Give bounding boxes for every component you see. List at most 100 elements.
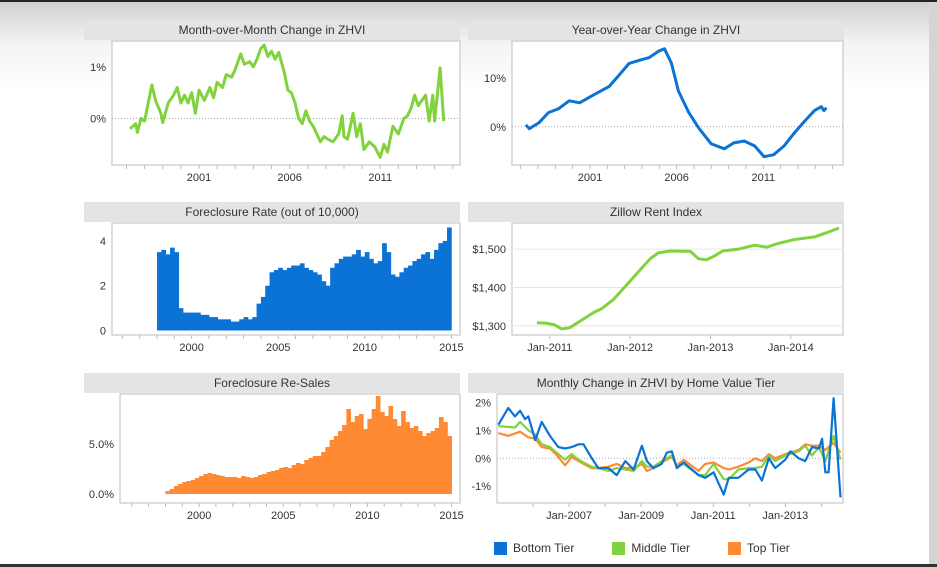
bar xyxy=(182,482,187,494)
bar xyxy=(178,484,183,494)
bar xyxy=(182,312,188,331)
y-tick-label: $1,400 xyxy=(472,282,506,294)
x-tick-label: 2015 xyxy=(439,342,463,354)
bar xyxy=(430,431,436,494)
x-tick-label: Jan-2013 xyxy=(688,342,734,354)
bar xyxy=(200,314,206,331)
y-tick-label: 5.0% xyxy=(89,439,114,451)
bar xyxy=(338,258,344,331)
bar xyxy=(413,426,419,494)
y-tick-label: 2 xyxy=(100,281,106,293)
bar xyxy=(351,254,357,331)
bar xyxy=(312,456,318,494)
x-tick-label: 2010 xyxy=(355,510,379,522)
bar xyxy=(247,319,253,331)
bar xyxy=(425,252,431,331)
bar xyxy=(359,414,364,494)
bar xyxy=(253,477,259,494)
bar xyxy=(208,317,214,331)
x-tick-label: 2006 xyxy=(277,172,301,184)
bar xyxy=(220,476,225,494)
bar xyxy=(409,428,415,494)
x-tick-label: Jan-2007 xyxy=(546,510,592,522)
bar xyxy=(204,314,210,331)
bar xyxy=(373,263,379,331)
bar xyxy=(213,317,219,331)
bar xyxy=(199,476,204,494)
bar xyxy=(279,468,284,494)
y-tick-label: 0 xyxy=(100,326,106,338)
bar xyxy=(412,261,418,331)
legend-item-top-tier[interactable]: Top Tier xyxy=(728,541,790,555)
x-tick-label: Jan-2014 xyxy=(768,342,814,354)
bar xyxy=(364,252,370,331)
chart-title-foreclosure-rate: Foreclosure Rate (out of 10,000) xyxy=(84,202,460,222)
x-tick-label: Jan-2011 xyxy=(691,510,736,522)
bar xyxy=(291,265,296,331)
bar xyxy=(434,249,439,331)
bar xyxy=(161,249,167,331)
x-tick-label: Jan-2011 xyxy=(527,342,572,354)
bar xyxy=(343,256,348,331)
bar xyxy=(295,265,301,331)
bar xyxy=(157,252,162,331)
y-tick-label: $1,500 xyxy=(472,244,506,256)
x-tick-label: 2000 xyxy=(179,342,203,354)
legend-swatch xyxy=(728,541,742,555)
bar xyxy=(443,422,448,494)
legend-label: Top Tier xyxy=(747,541,790,555)
chart-title-rent-index: Zillow Rent Index xyxy=(468,202,844,222)
legend-item-middle-tier[interactable]: Middle Tier xyxy=(612,541,690,555)
bar xyxy=(228,477,234,494)
y-tick-label: 4 xyxy=(100,236,106,248)
bar xyxy=(399,272,405,331)
window-bottom-border xyxy=(0,564,937,567)
bar xyxy=(356,249,361,331)
bar xyxy=(170,247,175,331)
bar xyxy=(337,431,343,494)
plot-area xyxy=(511,40,844,166)
bar xyxy=(380,412,385,494)
y-tick-label: 0% xyxy=(90,114,106,126)
bar xyxy=(299,263,305,331)
x-tick-label: 2005 xyxy=(266,342,290,354)
bar xyxy=(300,464,305,494)
bar xyxy=(438,417,444,494)
bar xyxy=(377,261,383,331)
bar xyxy=(295,463,301,494)
bar xyxy=(375,396,381,494)
bar xyxy=(304,460,309,494)
x-tick-label: 2000 xyxy=(187,510,211,522)
bar xyxy=(194,478,200,494)
y-tick-label: 0% xyxy=(475,453,491,465)
bar xyxy=(308,458,314,494)
series-line xyxy=(129,43,446,159)
bar xyxy=(321,281,327,331)
bar xyxy=(269,272,275,331)
bar xyxy=(316,456,322,494)
bar xyxy=(386,252,392,331)
series-line xyxy=(524,47,828,159)
bar xyxy=(429,258,435,331)
bar xyxy=(165,491,171,494)
bar xyxy=(226,319,231,331)
legend: Bottom Tier Middle Tier Top Tier xyxy=(494,541,828,555)
legend-swatch xyxy=(494,541,507,555)
bar xyxy=(447,436,452,494)
bar xyxy=(333,436,339,494)
bar xyxy=(308,270,314,331)
bar xyxy=(186,481,192,494)
y-tick-label: 0% xyxy=(490,122,506,134)
bar xyxy=(273,270,279,331)
chart-title-mom: Month-over-Month Change in ZHVI xyxy=(84,20,460,40)
bar xyxy=(178,308,184,331)
bar xyxy=(217,319,223,331)
bar xyxy=(169,489,175,494)
bar xyxy=(350,422,356,494)
bar xyxy=(282,270,288,331)
legend-item-bottom-tier[interactable]: Bottom Tier xyxy=(494,541,574,555)
bar xyxy=(207,473,213,494)
scrollbar[interactable] xyxy=(929,2,937,564)
series-line xyxy=(498,420,842,481)
legend-label: Bottom Tier xyxy=(513,541,575,555)
